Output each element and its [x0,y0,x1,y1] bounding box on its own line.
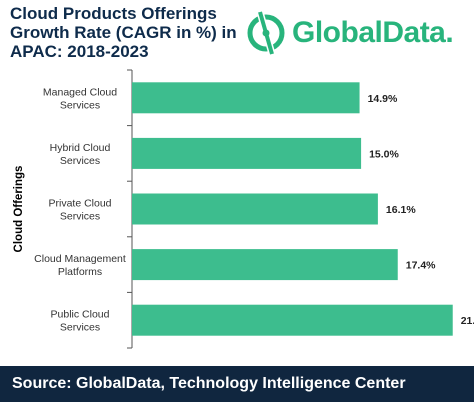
category-label: Managed Cloud [43,86,117,98]
bar-2 [132,137,362,169]
category-label: Services [60,211,100,223]
category-label: Platforms [58,266,102,278]
chart-title-line-1: Cloud Products Offerings [10,4,217,23]
chart-title-line-2: Growth Rate (CAGR in %) in [10,23,237,42]
category-label: Cloud Management [34,253,126,265]
chart-title: Cloud Products Offerings Growth Rate (CA… [10,4,240,61]
bar-1 [132,82,360,114]
category-label: Services [60,322,100,334]
source-text: Source: GlobalData, Technology Intellige… [12,375,406,392]
bar-value-label: 16.1% [386,204,416,216]
bar-chart: Cloud Offerings Managed CloudServicesHyb… [13,69,474,349]
chart-area: Cloud Offerings Managed Cloud Services Hyb… [0,64,474,366]
y-axis-title: Cloud Offerings [13,166,25,253]
category-label: Services [60,99,100,111]
globaldata-logo: GlobalData. [244,10,466,56]
bar-5 [132,304,453,336]
bar-3 [132,193,378,225]
category-label: Public Cloud [51,309,110,321]
bar-value-label: 15.0% [369,148,399,160]
category-label: Private Cloud [48,198,111,210]
category-label: Hybrid Cloud [50,142,111,154]
bar-value-label: 14.9% [368,93,398,105]
bar-4 [132,249,398,281]
globaldata-logo-icon [247,11,285,55]
bar-value-label: 17.4% [406,260,436,272]
chart-title-line-3: APAC: 2018-2023 [10,42,149,61]
logo-text: GlobalData. [292,16,454,49]
bar-value-label: 21.0% [461,315,474,327]
category-label: Services [60,155,100,167]
footer: Source: GlobalData, Technology Intellige… [0,366,474,402]
header: Cloud Products Offerings Growth Rate (CA… [0,0,474,64]
